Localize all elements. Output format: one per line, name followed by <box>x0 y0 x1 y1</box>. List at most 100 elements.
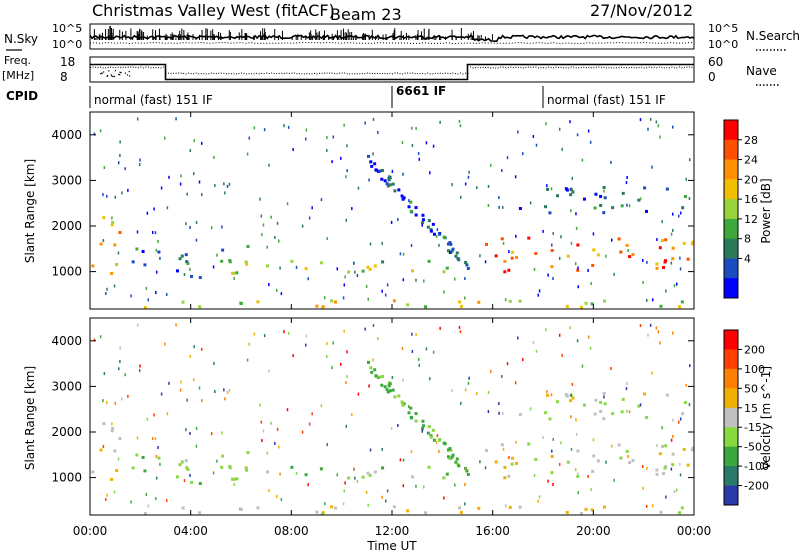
velocity-colorbar-swatch <box>724 349 738 370</box>
nave-dot <box>681 67 683 69</box>
noise-spike <box>408 35 410 40</box>
noise-spike <box>99 36 101 40</box>
velocity-cell <box>690 448 694 452</box>
power-cell <box>671 228 674 232</box>
velocity-cell <box>550 393 553 397</box>
freq-left-tick-top: 18 <box>60 55 75 69</box>
nave-dot <box>112 75 114 78</box>
velocity-cell <box>590 508 594 512</box>
nave-dot <box>452 72 454 74</box>
power-cell <box>143 306 147 310</box>
nave-dot <box>198 73 200 75</box>
velocity-cell <box>408 405 410 409</box>
velocity-cell <box>659 510 663 514</box>
power-cell <box>139 158 141 162</box>
noise-spike <box>253 35 255 40</box>
power-cell <box>679 256 681 260</box>
velocity-cell <box>198 386 201 390</box>
power-cell <box>484 260 487 264</box>
nave-dot <box>105 67 107 69</box>
nave-dot <box>213 72 215 74</box>
velocity-cell <box>397 394 401 398</box>
nave-dot <box>434 72 436 74</box>
velocity-cell <box>681 412 685 416</box>
velocity-cell <box>515 440 517 444</box>
power-cell <box>407 205 411 209</box>
velocity-cell <box>324 502 326 506</box>
power-cell <box>514 175 517 179</box>
velocity-cell <box>157 456 161 460</box>
velocity-cell <box>683 401 687 405</box>
power-cell <box>178 257 182 261</box>
velocity-cell <box>424 511 428 515</box>
velocity-cell <box>626 381 628 385</box>
nave-dot <box>369 72 371 74</box>
noise-spike <box>195 37 197 40</box>
power-cell <box>487 204 490 208</box>
power-cell <box>386 184 390 188</box>
power-cell <box>110 271 114 275</box>
power-cell <box>274 235 276 239</box>
velocity-cell <box>223 388 225 392</box>
noise-spike <box>138 34 140 40</box>
nave-dot <box>454 73 456 75</box>
velocity-cell <box>407 411 411 415</box>
noise-spike <box>331 33 333 40</box>
velocity-cell <box>592 454 596 458</box>
noise-spike <box>328 35 330 40</box>
velocity-cell <box>118 437 122 441</box>
power-cell <box>366 154 370 158</box>
power-cell <box>421 213 425 217</box>
velocity-cell <box>136 323 139 327</box>
nave-dot <box>344 72 346 74</box>
nave-dot <box>268 73 270 75</box>
power-yticks: 1000 2000 3000 4000 <box>51 128 694 279</box>
velocity-cell <box>160 392 163 396</box>
power-cell <box>276 221 279 225</box>
power-cell <box>446 249 450 253</box>
velocity-cell <box>384 499 387 503</box>
nave-dot <box>238 73 240 75</box>
velocity-cell <box>571 396 575 400</box>
noise-spike <box>238 32 240 40</box>
power-cell <box>670 232 673 236</box>
power-cell <box>165 293 168 297</box>
nave-dot <box>119 71 121 73</box>
velocity-colorbar-tick-label: -50 <box>744 441 762 454</box>
velocity-cell <box>200 399 203 403</box>
velocity-cell <box>454 483 456 487</box>
nave-dot <box>173 72 175 74</box>
velocity-cell <box>283 330 285 334</box>
nave-dot <box>495 67 497 69</box>
power-cell <box>118 231 122 235</box>
noise-spike <box>392 33 394 40</box>
power-cell <box>307 277 309 281</box>
power-cell <box>671 125 674 129</box>
velocity-cell <box>457 464 461 468</box>
power-cell <box>477 300 481 304</box>
nave-dot <box>399 73 401 75</box>
velocity-cell <box>675 488 678 492</box>
velocity-cell <box>397 423 399 427</box>
power-cell <box>647 127 649 131</box>
noise-spike <box>435 36 437 40</box>
nave-dot <box>103 71 105 73</box>
power-cell <box>266 245 268 249</box>
power-cell <box>679 211 682 215</box>
noise-spike <box>155 36 157 40</box>
nave-dot <box>351 73 353 75</box>
velocity-cell <box>248 342 251 346</box>
noise-spike <box>323 37 325 40</box>
power-cell <box>332 135 335 139</box>
power-cell <box>106 194 108 198</box>
nave-dot <box>101 72 103 75</box>
power-cell <box>533 267 536 271</box>
velocity-cell <box>193 378 195 382</box>
power-cell <box>626 175 628 179</box>
velocity-cell <box>212 471 215 475</box>
nave-dot <box>507 67 509 69</box>
power-cell <box>259 197 261 201</box>
beam-title: Beam 23 <box>330 5 402 24</box>
nave-dot <box>125 66 127 68</box>
velocity-colorbar-tick-label: 15 <box>744 402 758 415</box>
